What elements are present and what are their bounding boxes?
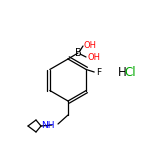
Text: Cl: Cl — [124, 67, 136, 79]
Text: F: F — [96, 68, 101, 77]
Text: B: B — [75, 48, 81, 58]
Text: OH: OH — [84, 41, 97, 50]
Text: NH: NH — [41, 121, 55, 130]
Text: H: H — [118, 67, 127, 79]
Text: OH: OH — [87, 52, 100, 62]
